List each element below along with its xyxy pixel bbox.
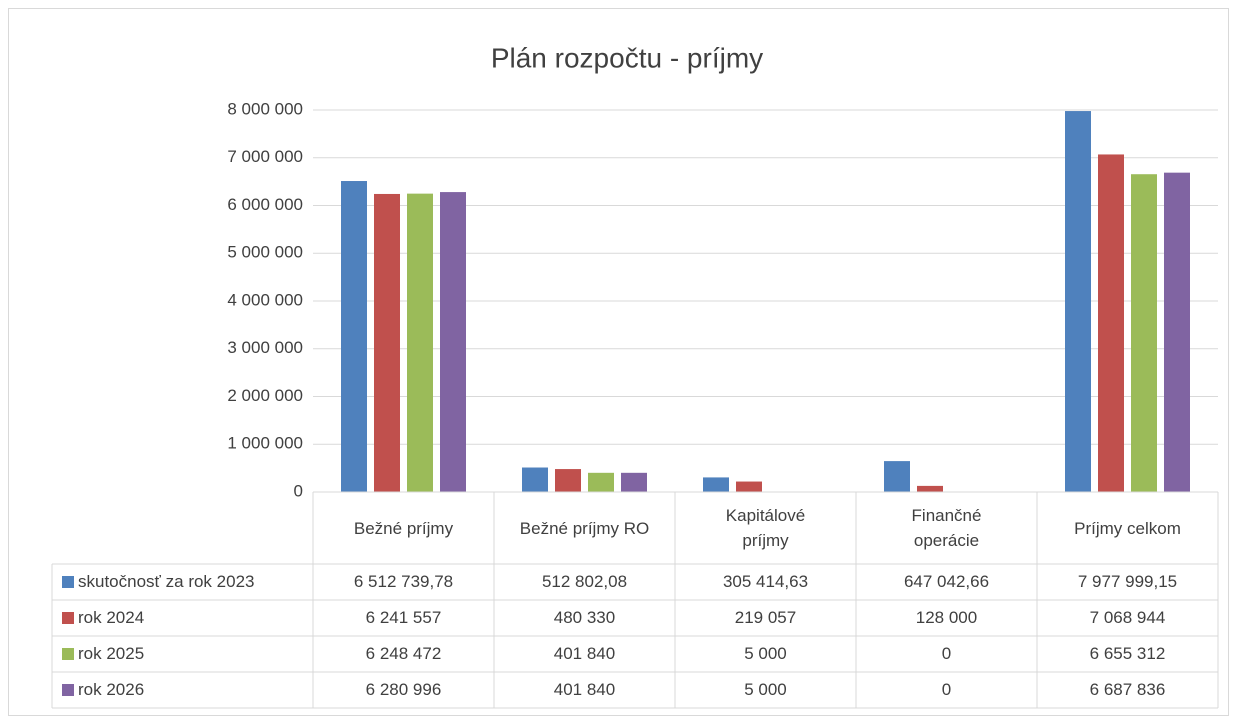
bar [588, 472, 614, 492]
category-cell: Finančné operácie [856, 492, 1037, 564]
legend-label: rok 2024 [78, 608, 145, 627]
table-value: 6 655 312 [1089, 644, 1166, 663]
table-value: 305 414,63 [722, 572, 809, 591]
table-value: 7 977 999,15 [1077, 572, 1178, 591]
y-tick-label: 7 000 000 [227, 147, 303, 166]
bar [1164, 172, 1190, 493]
y-tick-label: 2 000 000 [227, 386, 303, 405]
table-value: 401 840 [553, 644, 616, 663]
legend-entry: rok 2024 [52, 600, 313, 636]
legend-label: rok 2025 [78, 644, 145, 663]
y-tick-label: 3 000 000 [227, 338, 303, 357]
legend-swatch [62, 648, 74, 660]
y-tick-label: 6 000 000 [227, 195, 303, 214]
x-tick-label: Kapitálové príjmy [725, 506, 806, 550]
y-tick-label: 4 000 000 [227, 290, 303, 309]
x-tick-label: Bežné príjmy [353, 518, 454, 538]
y-tick-label: 5 000 000 [227, 243, 303, 262]
bar [1098, 154, 1124, 492]
chart-border [8, 8, 1229, 716]
bar [917, 485, 943, 492]
y-tick-label: 1 000 000 [227, 434, 303, 453]
table-value: 6 280 996 [365, 680, 442, 699]
bar [621, 472, 647, 492]
table-value: 5 000 [744, 680, 787, 699]
bar [407, 193, 433, 492]
category-cell: Kapitálové príjmy [675, 492, 856, 564]
bar [703, 477, 729, 492]
bar [884, 461, 910, 492]
bar [555, 469, 581, 492]
bar [1131, 174, 1157, 492]
x-tick-label: Finančné operácie [911, 506, 982, 550]
table-value: 5 000 [744, 644, 787, 663]
y-tick-label: 8 000 000 [227, 99, 303, 118]
table-value: 480 330 [553, 608, 616, 627]
bar [736, 481, 762, 492]
bar [374, 193, 400, 493]
legend-entry: rok 2026 [52, 672, 313, 708]
y-tick-label: 0 [294, 481, 303, 500]
legend-entry: rok 2025 [52, 636, 313, 672]
table-value: 512 802,08 [541, 572, 628, 591]
bar [1065, 111, 1091, 492]
legend-entry: skutočnosť za rok 2023 [52, 564, 313, 600]
legend-swatch [62, 576, 74, 588]
table-value: 647 042,66 [903, 572, 990, 591]
table-value: 0 [941, 680, 952, 699]
x-tick-label: Príjmy celkom [1074, 518, 1181, 538]
table-value: 6 687 836 [1089, 680, 1166, 699]
legend-label: skutočnosť za rok 2023 [78, 572, 255, 591]
category-cell: Príjmy celkom [1037, 492, 1218, 564]
bar [522, 467, 548, 492]
table-value: 6 248 472 [365, 644, 442, 663]
table-value: 7 068 944 [1089, 608, 1166, 627]
legend-label: rok 2026 [78, 680, 145, 699]
table-value: 6 241 557 [365, 608, 442, 627]
x-tick-label: Bežné príjmy RO [519, 518, 650, 538]
bar [341, 181, 367, 493]
legend-swatch [62, 612, 74, 624]
table-value: 0 [941, 644, 952, 663]
table-value: 6 512 739,78 [353, 572, 454, 591]
table-value: 128 000 [915, 608, 978, 627]
legend-swatch [62, 684, 74, 696]
table-value: 401 840 [553, 680, 616, 699]
bar [440, 192, 466, 492]
table-value: 219 057 [734, 608, 797, 627]
category-cell: Bežné príjmy RO [494, 492, 675, 564]
category-cell: Bežné príjmy [313, 492, 494, 564]
chart-title: Plán rozpočtu - príjmy [491, 42, 763, 73]
